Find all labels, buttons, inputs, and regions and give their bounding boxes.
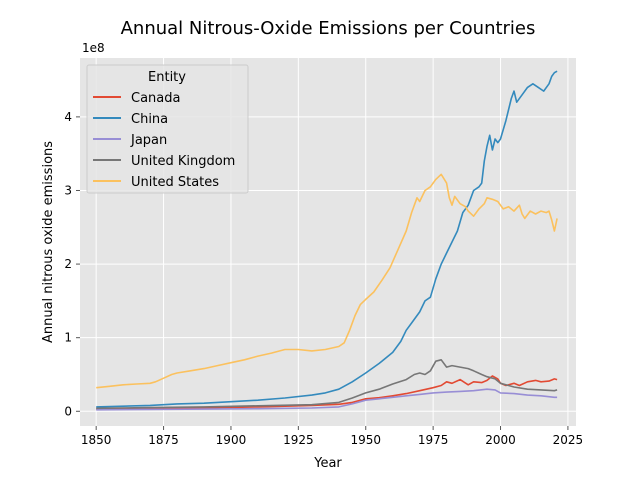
y-tick-label: 2: [64, 257, 72, 271]
y-tick-label: 3: [64, 183, 72, 197]
x-axis-label: Year: [313, 456, 342, 471]
x-tick-label: 1900: [216, 433, 247, 447]
x-axis: 1850 1875 1900 1925 1950 1975 2000 2025: [81, 426, 583, 447]
legend-label-japan: Japan: [130, 133, 167, 148]
x-tick-label: 1950: [350, 433, 381, 447]
chart-title: Annual Nitrous-Oxide Emissions per Count…: [121, 18, 536, 39]
x-tick-label: 1850: [81, 433, 112, 447]
legend-items: Canada China Japan United Kingdom United Sta…: [93, 91, 235, 190]
y-axis-offset-label: 1e8: [82, 41, 105, 55]
legend-label-china: China: [131, 112, 168, 127]
legend-box: [86, 64, 249, 194]
y-tick-label: 4: [64, 110, 72, 124]
series-line-united-kingdom: [96, 359, 558, 410]
y-tick-label: 1: [64, 331, 72, 345]
legend: Entity Canada China Japan United Kingdom Uni…: [86, 64, 249, 194]
x-tick-label: 2025: [553, 433, 584, 447]
series-lines: [96, 70, 558, 411]
series-line-canada: [96, 375, 558, 410]
legend-label-united-kingdom: United Kingdom: [131, 154, 235, 169]
series-line-united-states: [96, 173, 558, 389]
legend-label-united-states: United States: [131, 175, 219, 190]
x-tick-label: 2000: [485, 433, 516, 447]
y-tick-label: 0: [64, 404, 72, 418]
y-axis: 0 1 2 3 4: [64, 110, 80, 418]
legend-label-canada: Canada: [131, 91, 180, 106]
series-line-china: [96, 70, 558, 408]
y-axis-label: Annual nitrous oxide emissions: [41, 141, 56, 343]
series-line-japan: [96, 388, 558, 411]
x-tick-label: 1925: [283, 433, 314, 447]
legend-title: Entity: [148, 70, 186, 85]
x-tick-label: 1975: [418, 433, 449, 447]
x-tick-label: 1875: [148, 433, 179, 447]
